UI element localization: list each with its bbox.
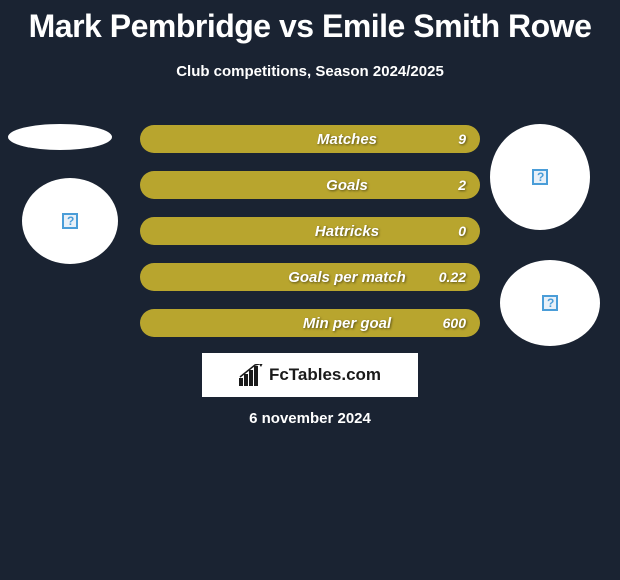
stat-value: 0.22 <box>434 269 466 285</box>
page-title: Mark Pembridge vs Emile Smith Rowe <box>0 0 620 45</box>
stat-row: Goals per match 0.22 <box>140 263 480 291</box>
image-placeholder-icon <box>62 213 78 229</box>
fctables-logo: FcTables.com <box>202 353 418 397</box>
date-text: 6 november 2024 <box>0 410 620 427</box>
stat-value: 2 <box>434 177 466 193</box>
logo-bars-icon <box>239 364 265 386</box>
player-left-shadow <box>8 124 112 150</box>
stat-row: Min per goal 600 <box>140 309 480 337</box>
player-left-avatar <box>22 178 118 264</box>
stat-label: Matches <box>150 131 434 148</box>
stat-row: Hattricks 0 <box>140 217 480 245</box>
stats-chart: Matches 9 Goals 2 Hattricks 0 Goals per … <box>140 125 480 355</box>
stat-row: Goals 2 <box>140 171 480 199</box>
stat-label: Goals <box>150 177 434 194</box>
stat-label: Hattricks <box>150 223 434 240</box>
stat-label: Min per goal <box>150 315 434 332</box>
player-right-avatar-1 <box>490 124 590 230</box>
stat-value: 0 <box>434 223 466 239</box>
stat-label: Goals per match <box>150 269 434 286</box>
player-right-avatar-2 <box>500 260 600 346</box>
image-placeholder-icon <box>542 295 558 311</box>
stat-value: 9 <box>434 131 466 147</box>
stat-value: 600 <box>434 315 466 331</box>
stat-row: Matches 9 <box>140 125 480 153</box>
image-placeholder-icon <box>532 169 548 185</box>
logo-text: FcTables.com <box>269 365 381 385</box>
subtitle: Club competitions, Season 2024/2025 <box>0 63 620 80</box>
